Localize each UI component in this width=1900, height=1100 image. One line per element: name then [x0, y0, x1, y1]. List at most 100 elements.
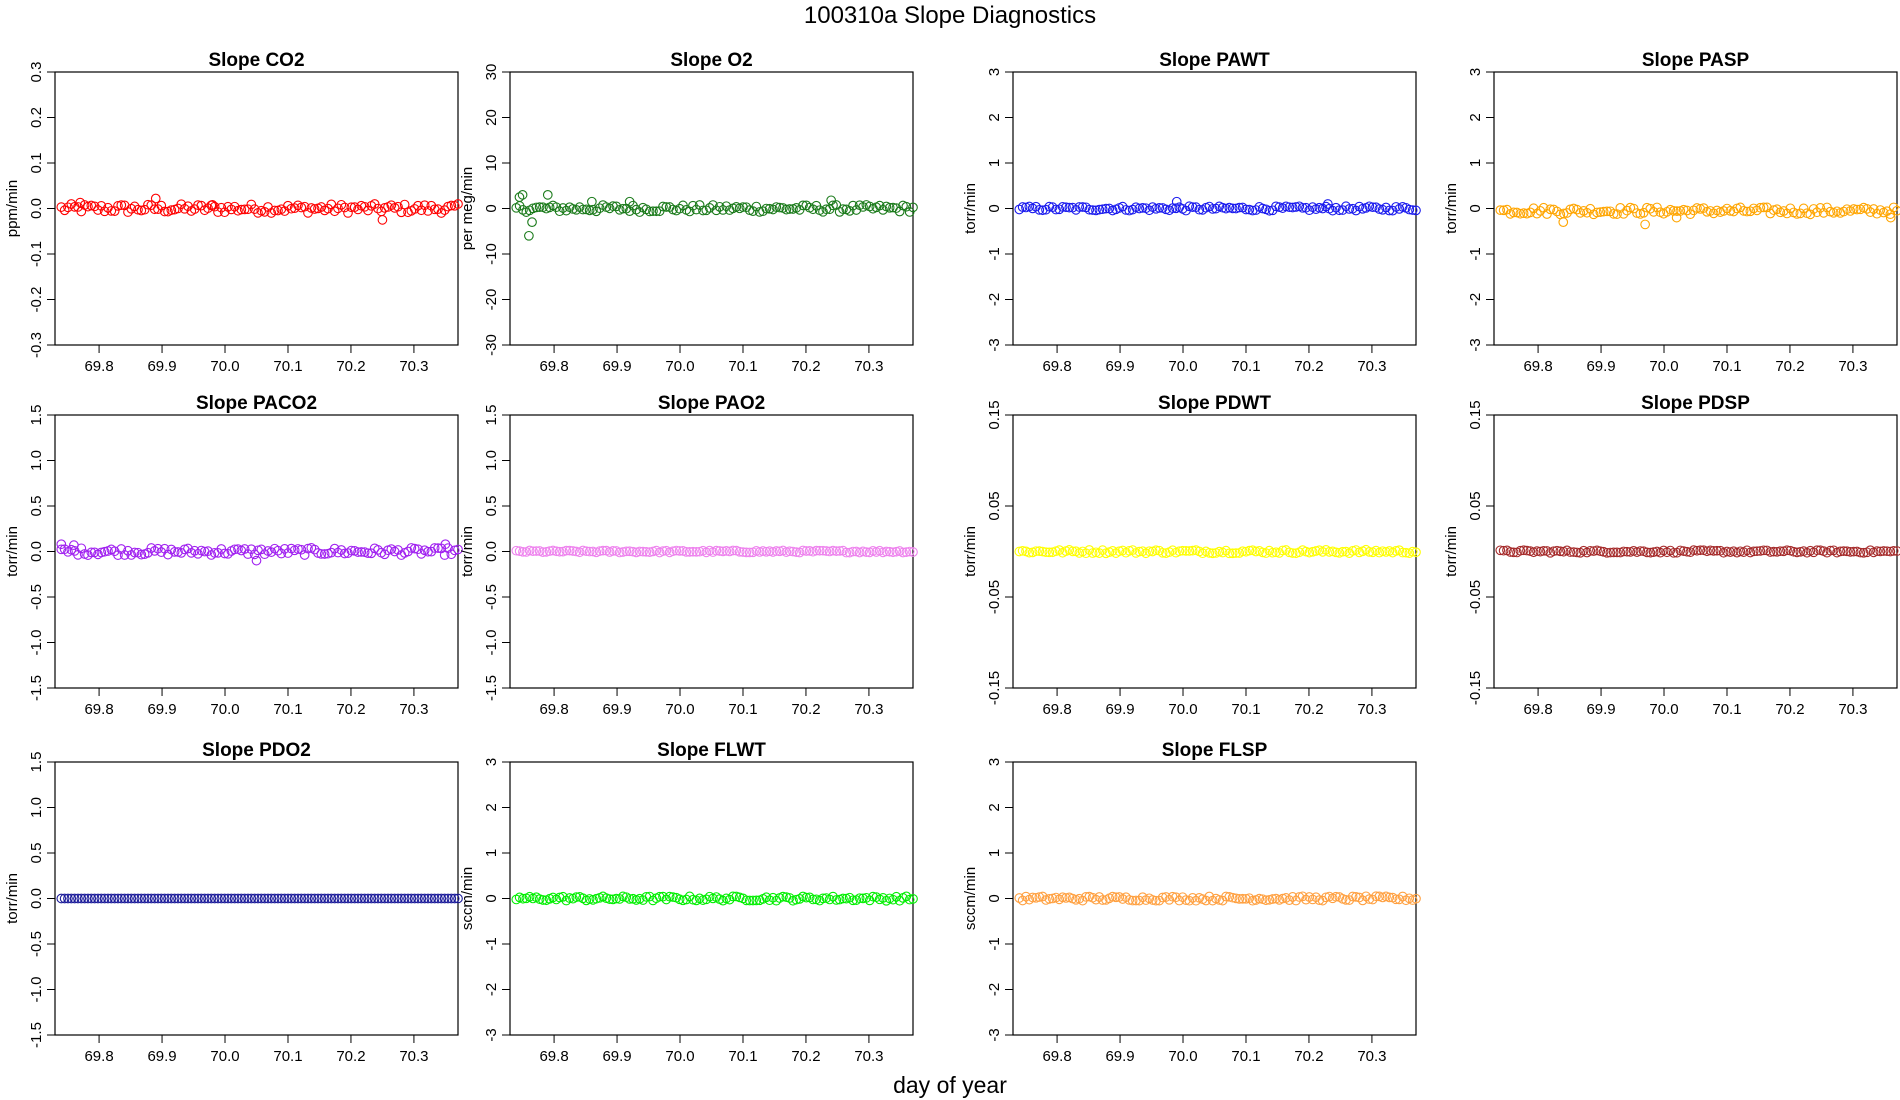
- y-tick-label: -3: [986, 338, 1003, 351]
- data-point: [1044, 894, 1055, 904]
- data-point: [1091, 205, 1101, 216]
- data-point: [83, 550, 93, 560]
- data-point: [1640, 219, 1650, 230]
- data-point: [864, 201, 875, 212]
- data-point: [1722, 203, 1732, 214]
- y-tick-label: -0.5: [28, 931, 45, 957]
- data-point: [1187, 545, 1198, 556]
- data-point: [289, 203, 300, 214]
- data-point: [1572, 547, 1582, 558]
- data-point: [701, 205, 712, 216]
- data-point: [1672, 547, 1682, 558]
- data-point: [1411, 893, 1421, 904]
- data-point: [561, 205, 572, 216]
- panel-title: Slope PAO2: [658, 393, 765, 414]
- data-point: [323, 893, 333, 904]
- data-point: [611, 201, 622, 212]
- data-point: [1171, 196, 1182, 207]
- data-point: [618, 891, 628, 902]
- data-point: [671, 545, 682, 556]
- data-point: [1825, 545, 1836, 556]
- data-point: [429, 893, 440, 904]
- y-tick-label: 1.5: [28, 405, 45, 426]
- data-point: [668, 546, 678, 557]
- data-point: [343, 893, 353, 904]
- data-point: [1508, 207, 1519, 218]
- data-point: [894, 206, 905, 217]
- data-point: [718, 546, 728, 557]
- data-point: [771, 546, 782, 556]
- data-point: [542, 190, 553, 200]
- data-point: [116, 544, 127, 554]
- data-point: [1014, 204, 1025, 215]
- data-point: [1241, 893, 1251, 904]
- data-point: [159, 543, 170, 554]
- data-point: [1748, 546, 1759, 557]
- data-point: [56, 539, 67, 550]
- data-point: [1888, 202, 1899, 213]
- data-point: [1618, 546, 1629, 557]
- y-tick-label: -10: [483, 243, 500, 265]
- data-point: [1818, 208, 1829, 218]
- data-point: [1181, 546, 1191, 556]
- data-point: [359, 893, 370, 904]
- data-point: [266, 893, 277, 904]
- data-point: [56, 544, 67, 555]
- data-point: [834, 207, 845, 217]
- data-point: [1778, 206, 1789, 216]
- data-point: [1515, 208, 1526, 219]
- data-point: [688, 894, 698, 905]
- x-tick-label: 70.1: [1231, 358, 1260, 375]
- data-point: [1017, 202, 1028, 212]
- panel-7: Slope PDSP -0.15 -0.05 0.05 0.15 torr/min 69.8…: [1443, 393, 1900, 718]
- data-point: [299, 893, 310, 904]
- y-tick-label: -2: [483, 983, 500, 996]
- x-tick-label: 69.8: [1042, 1048, 1071, 1065]
- data-point: [1237, 546, 1248, 557]
- data-point: [861, 892, 872, 903]
- data-point: [183, 893, 193, 904]
- data-point: [429, 543, 440, 553]
- data-point: [113, 201, 123, 211]
- x-tick-label: 69.9: [602, 1048, 631, 1065]
- data-point: [1187, 893, 1198, 903]
- data-point: [1081, 891, 1091, 902]
- panel-3: Slope PASP -3 -2 -1 0 1 2 3 torr/min 69.8 69.9 70.0…: [1443, 50, 1900, 375]
- data-point: [409, 204, 420, 214]
- data-point: [614, 894, 625, 904]
- data-point: [1391, 894, 1401, 905]
- data-point: [1705, 545, 1716, 556]
- data-point: [373, 545, 383, 555]
- data-point: [1321, 892, 1331, 903]
- data-point: [1261, 895, 1271, 906]
- y-tick-label: -0.3: [28, 332, 45, 358]
- data-point: [1795, 208, 1806, 219]
- data-point: [1782, 208, 1792, 219]
- data-point: [1281, 893, 1291, 903]
- x-tick-label: 70.3: [1357, 701, 1386, 718]
- data-point: [1495, 545, 1506, 556]
- data-point: [1224, 548, 1235, 559]
- data-point: [1692, 545, 1702, 556]
- data-point: [1061, 202, 1071, 213]
- data-point: [1044, 547, 1055, 558]
- data-point: [1765, 547, 1776, 557]
- data-point: [1411, 205, 1421, 216]
- data-point: [359, 201, 370, 212]
- data-point: [266, 547, 277, 557]
- panel-2: Slope PAWT -3 -2 -1 0 1 2 3 torr/min 69.8 69.9 70.0…: [962, 50, 1421, 375]
- y-tick-label: 0.1: [28, 153, 45, 174]
- data-point: [369, 893, 380, 904]
- y-tick-label: 0.5: [483, 496, 500, 517]
- data-point: [1071, 205, 1081, 215]
- data-point: [453, 544, 463, 555]
- data-point: [169, 893, 180, 904]
- data-point: [259, 893, 270, 904]
- y-tick-label: 2: [986, 113, 1003, 121]
- data-point: [343, 208, 353, 218]
- y-tick-label: 10: [483, 155, 500, 172]
- data-point: [143, 199, 153, 210]
- x-tick-label: 69.9: [602, 701, 631, 718]
- data-point: [774, 202, 785, 213]
- data-point: [76, 893, 87, 904]
